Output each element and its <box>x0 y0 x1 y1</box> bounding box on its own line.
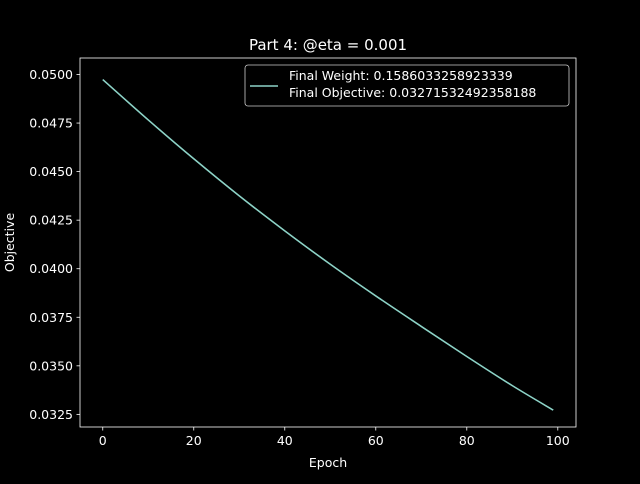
x-tick-label: 0 <box>99 433 107 448</box>
legend-entry-line-1: Final Weight: 0.1586033258923339 <box>289 68 513 83</box>
y-tick-label: 0.0400 <box>29 261 73 276</box>
x-axis-label: Epoch <box>309 455 347 470</box>
series-layer <box>102 78 554 411</box>
series-line-0 <box>102 78 554 411</box>
legend-entry-line-2: Final Objective: 0.03271532492358188 <box>289 85 536 100</box>
x-axis-ticks: 0 20 40 60 80 100 <box>99 427 570 448</box>
y-tick-label: 0.0350 <box>29 358 73 373</box>
x-tick-label: 60 <box>368 433 384 448</box>
x-tick-label: 80 <box>459 433 475 448</box>
y-tick-label: 0.0375 <box>29 310 73 325</box>
y-axis-label: Objective <box>2 213 17 273</box>
x-tick-label: 40 <box>277 433 293 448</box>
legend: Final Weight: 0.1586033258923339 Final O… <box>244 64 570 107</box>
x-tick-label: 20 <box>186 433 202 448</box>
y-tick-label: 0.0425 <box>29 213 73 228</box>
y-tick-label: 0.0325 <box>29 407 73 422</box>
y-tick-label: 0.0475 <box>29 116 73 131</box>
legend-box <box>244 64 570 107</box>
plot-area-frame <box>79 57 577 428</box>
chart-title: Part 4: @eta = 0.001 <box>249 36 407 54</box>
y-axis-ticks: 0.0325 0.0350 0.0375 0.0400 0.0425 0.0450 0.04… <box>29 67 80 422</box>
y-tick-label: 0.0450 <box>29 164 73 179</box>
x-tick-label: 100 <box>546 433 570 448</box>
y-tick-label: 0.0500 <box>29 67 73 82</box>
